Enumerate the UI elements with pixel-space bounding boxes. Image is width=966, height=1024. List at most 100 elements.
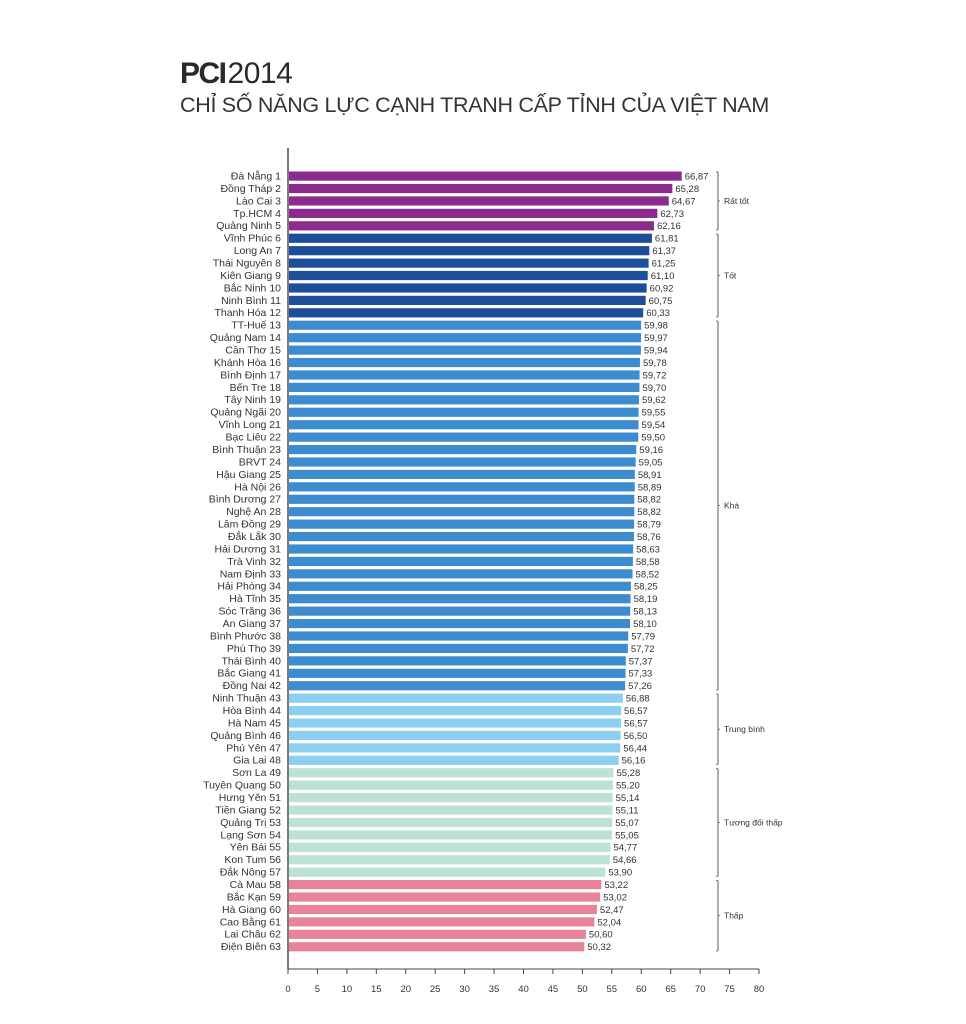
bar bbox=[289, 556, 633, 567]
bar bbox=[289, 618, 631, 629]
data-label: 66,87 bbox=[685, 172, 709, 183]
bar bbox=[289, 904, 597, 915]
bar bbox=[289, 594, 631, 604]
x-tick-label: 50 bbox=[577, 984, 588, 995]
category-label: Bình Thuận 23 bbox=[212, 444, 281, 456]
bar bbox=[289, 892, 601, 902]
category-label: Sóc Trăng 36 bbox=[219, 606, 282, 618]
data-label: 59,16 bbox=[639, 445, 663, 456]
x-tick-label: 75 bbox=[724, 984, 735, 995]
category-label: Tây Ninh 19 bbox=[224, 394, 281, 406]
bar bbox=[289, 942, 585, 952]
x-tick-label: 25 bbox=[430, 984, 441, 995]
bar bbox=[289, 283, 647, 293]
data-label: 58,89 bbox=[638, 482, 662, 493]
bar bbox=[289, 805, 613, 815]
data-label: 64,67 bbox=[672, 196, 696, 207]
bar bbox=[289, 867, 606, 877]
bar bbox=[289, 444, 637, 455]
data-label: 55,28 bbox=[616, 768, 640, 779]
data-label: 58,58 bbox=[636, 557, 660, 568]
category-label: Trà Vinh 32 bbox=[227, 556, 281, 568]
data-label: 61,10 bbox=[651, 271, 675, 282]
category-label: Vĩnh Phúc 6 bbox=[224, 233, 281, 245]
bar bbox=[289, 494, 635, 504]
bar bbox=[289, 929, 586, 939]
data-label: 58,82 bbox=[637, 495, 661, 506]
category-label: Kon Tum 56 bbox=[224, 854, 281, 866]
category-label: Cao Bằng 61 bbox=[220, 915, 281, 928]
bar bbox=[289, 569, 633, 579]
bar bbox=[289, 221, 654, 231]
category-label: Hòa Bình 44 bbox=[223, 705, 282, 717]
category-label: Tp.HCM 4 bbox=[233, 208, 281, 220]
x-tick-label: 20 bbox=[400, 984, 411, 995]
category-label: Cần Thơ 15 bbox=[225, 345, 281, 357]
data-label: 59,54 bbox=[642, 420, 666, 431]
chart-subtitle: CHỈ SỐ NĂNG LỰC CẠNH TRANH CẤP TỈNH CỦA … bbox=[180, 93, 769, 117]
category-label: Hưng Yên 51 bbox=[219, 792, 281, 804]
bar bbox=[289, 780, 613, 790]
bar bbox=[289, 308, 644, 318]
data-label: 58,10 bbox=[633, 619, 657, 630]
bar bbox=[289, 482, 635, 492]
category-label: Quảng Bình 46 bbox=[210, 730, 281, 742]
x-tick-label: 35 bbox=[489, 984, 500, 995]
data-label: 56,88 bbox=[626, 694, 650, 705]
bar bbox=[289, 755, 619, 765]
category-label: Lạng Sơn 54 bbox=[220, 829, 281, 841]
data-label: 53,22 bbox=[604, 880, 628, 891]
bar bbox=[289, 581, 631, 591]
data-label: 56,16 bbox=[622, 756, 646, 767]
data-label: 59,72 bbox=[643, 370, 667, 381]
category-label: TT-Huế 13 bbox=[231, 320, 281, 332]
data-label: 59,98 bbox=[644, 321, 668, 332]
group-label: Tương đối thấp bbox=[724, 817, 783, 827]
bar bbox=[289, 233, 652, 243]
category-label: Nghệ An 28 bbox=[226, 506, 281, 518]
data-label: 58,82 bbox=[637, 507, 661, 518]
data-label: 59,62 bbox=[642, 395, 666, 406]
bar bbox=[289, 544, 634, 554]
bar bbox=[289, 420, 639, 430]
category-label: Kiên Giang 9 bbox=[220, 270, 281, 282]
bar bbox=[289, 357, 640, 368]
bar bbox=[289, 246, 650, 256]
bar bbox=[289, 519, 635, 529]
data-label: 60,33 bbox=[646, 308, 670, 319]
group-label: Thấp bbox=[724, 911, 744, 921]
bar bbox=[289, 407, 639, 417]
data-label: 50,32 bbox=[587, 942, 611, 953]
category-label: Đồng Nai 42 bbox=[223, 680, 282, 692]
data-label: 55,11 bbox=[615, 805, 638, 816]
data-label: 58,76 bbox=[637, 532, 661, 543]
category-label: Thái Nguyên 8 bbox=[213, 258, 281, 270]
data-label: 59,70 bbox=[642, 383, 666, 394]
bar bbox=[289, 432, 639, 442]
category-label: Cà Mau 58 bbox=[230, 879, 282, 891]
category-label: Bình Định 17 bbox=[220, 369, 281, 381]
bar bbox=[289, 295, 646, 305]
category-label: Hậu Giang 25 bbox=[216, 469, 281, 481]
category-label: Sơn La 49 bbox=[232, 767, 281, 779]
bar bbox=[289, 270, 648, 281]
bar bbox=[289, 842, 611, 852]
data-label: 55,07 bbox=[615, 818, 639, 829]
group-label: Tốt bbox=[724, 271, 737, 281]
category-label: Khánh Hòa 16 bbox=[214, 357, 281, 369]
category-label: Tiền Giang 52 bbox=[215, 804, 281, 816]
category-label: Bình Phước 38 bbox=[210, 630, 281, 642]
bar bbox=[289, 705, 622, 716]
category-label: Quảng Trị 53 bbox=[220, 817, 281, 829]
x-tick-label: 10 bbox=[342, 984, 353, 995]
category-label: Thanh Hóa 12 bbox=[214, 307, 281, 319]
bar bbox=[289, 345, 641, 355]
data-label: 54,77 bbox=[613, 843, 637, 854]
data-label: 57,37 bbox=[629, 656, 653, 667]
x-tick-label: 5 bbox=[315, 984, 320, 995]
data-label: 55,05 bbox=[615, 830, 639, 841]
data-label: 52,04 bbox=[597, 917, 621, 928]
category-label: Hà Giang 60 bbox=[222, 904, 281, 916]
bar bbox=[289, 681, 626, 691]
